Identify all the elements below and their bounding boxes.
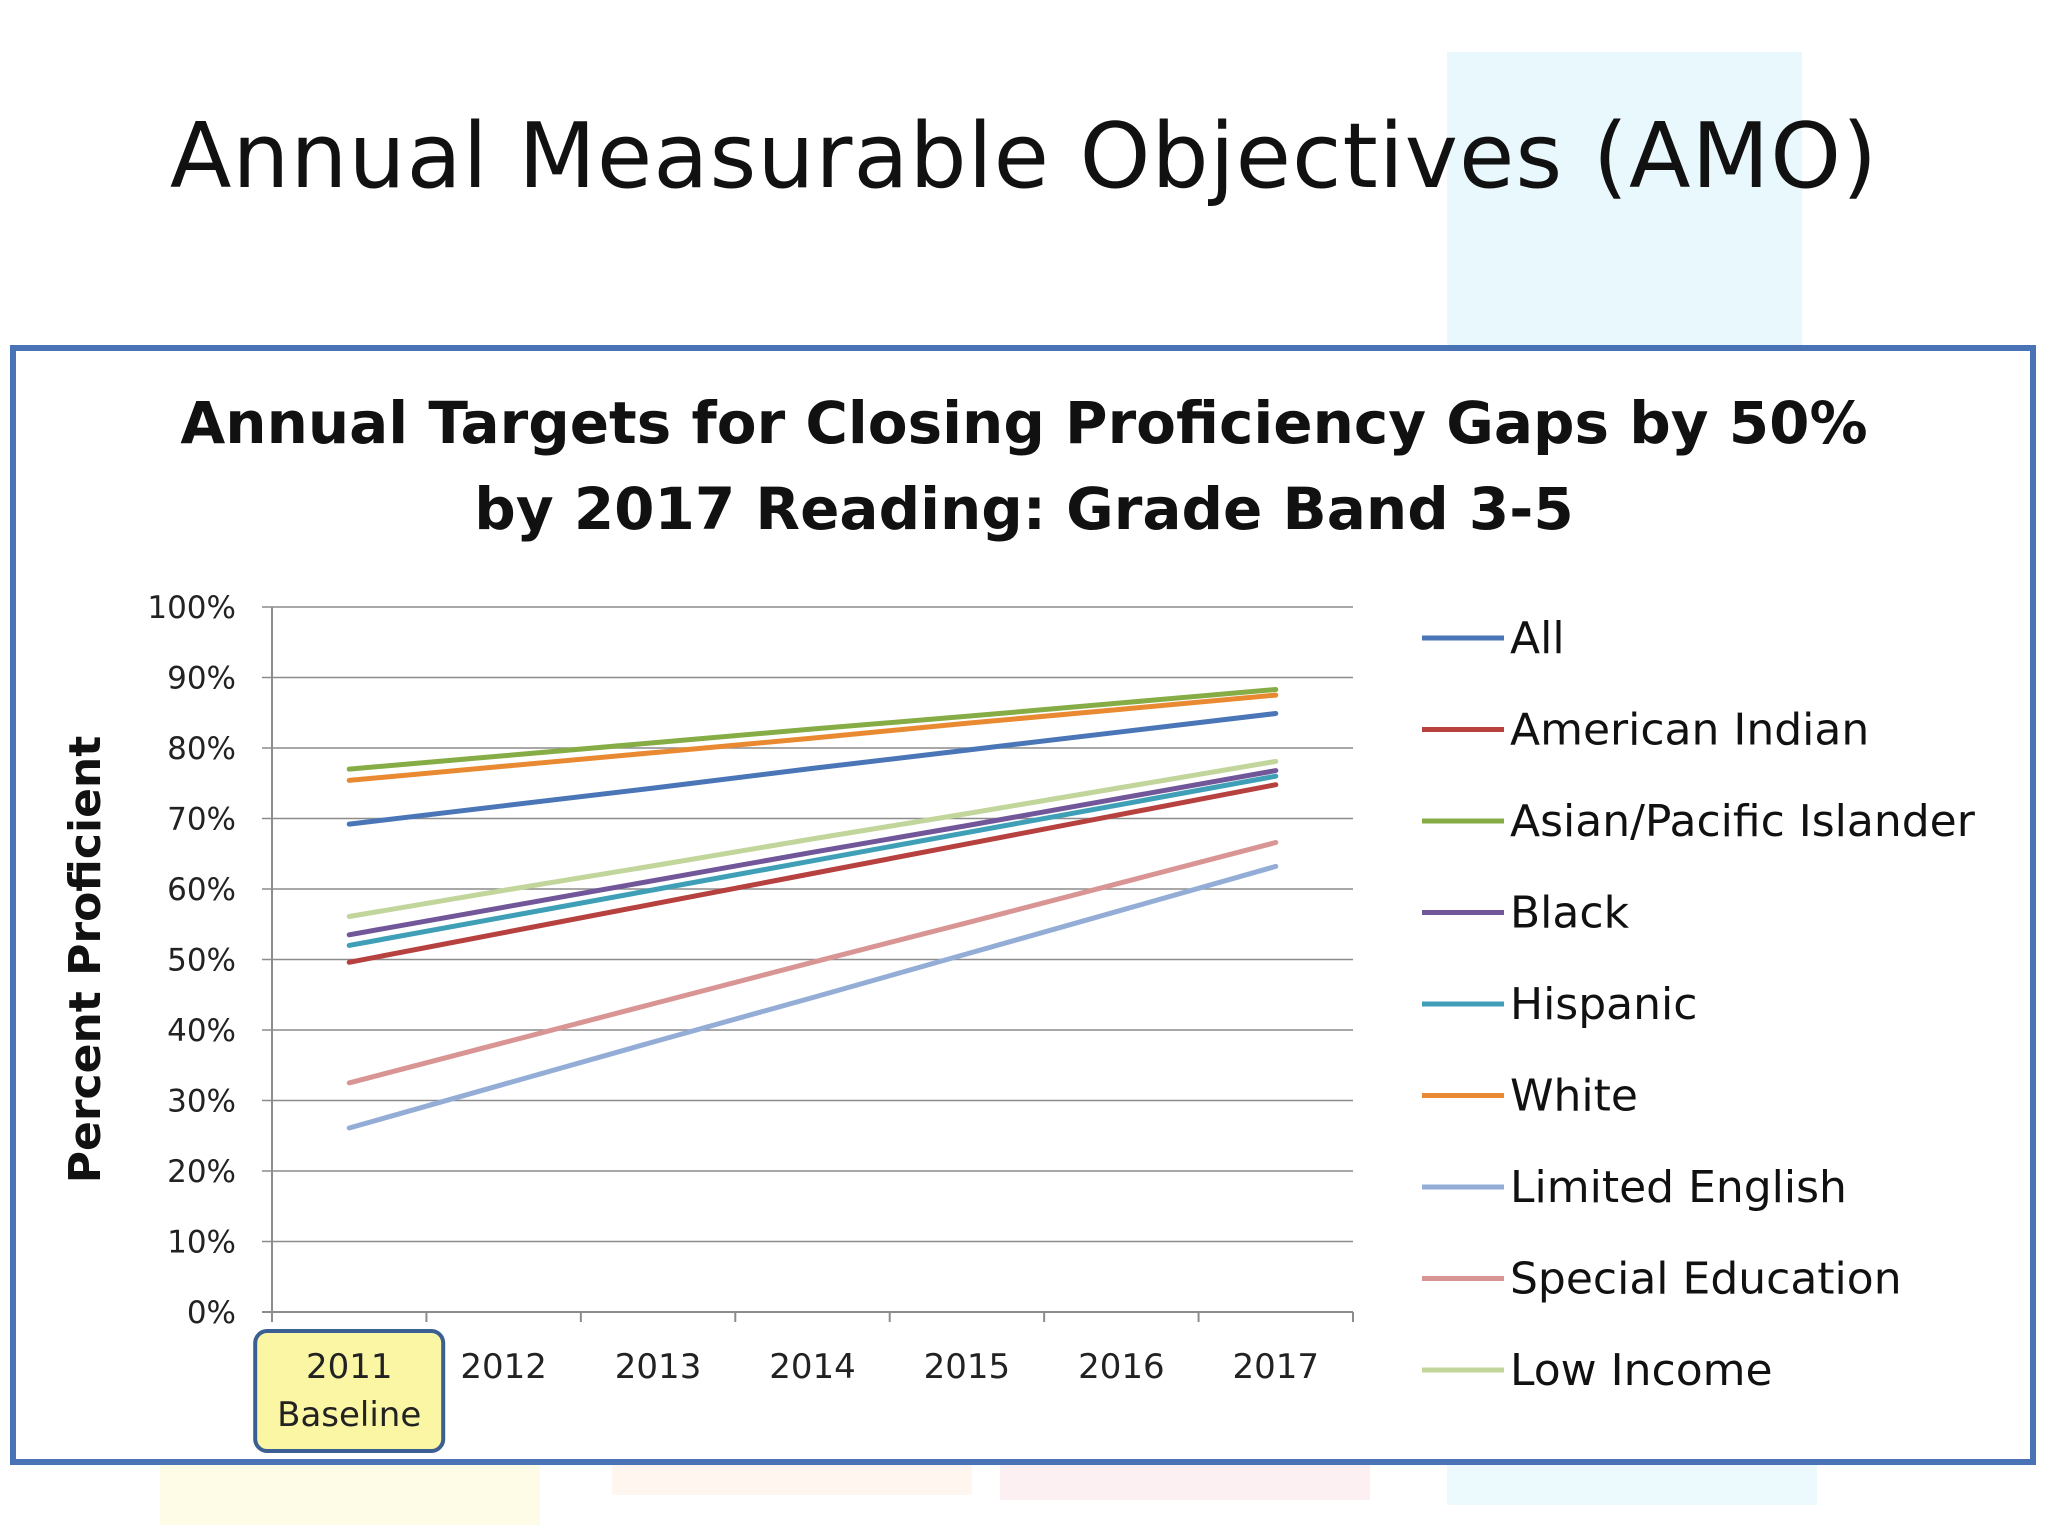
x-tick-label: Baseline — [277, 1395, 421, 1435]
baseline-highlight-box — [253, 1329, 446, 1453]
legend-label: Limited English — [1510, 1162, 1847, 1213]
chart-title-line: by 2017 Reading: Grade Band 3-5 — [474, 475, 1573, 543]
chart-title-line: Annual Targets for Closing Proficiency G… — [180, 389, 1867, 457]
background-note-yellow — [160, 1465, 540, 1525]
series-line-hispanic — [346, 773, 1279, 948]
series-line-low-income — [346, 758, 1279, 919]
y-tick-label: 0% — [187, 1295, 236, 1331]
series-line-american-indian — [346, 782, 1279, 965]
legend-label: White — [1510, 1071, 1638, 1122]
background-note-cyan-bottom — [1447, 1465, 1817, 1505]
background-note-peach — [612, 1465, 972, 1495]
y-tick-label: 100% — [147, 590, 236, 626]
series-line-asian-pacific-islander — [346, 687, 1279, 772]
y-tick-label: 40% — [167, 1013, 236, 1049]
legend-label: Asian/Pacific Islander — [1510, 796, 1976, 847]
x-tick-label: 2014 — [769, 1347, 856, 1387]
slide-title: Annual Measurable Objectives (AMO) — [169, 104, 1879, 209]
legend-label: Special Education — [1510, 1254, 1902, 1305]
x-tick-label: 2015 — [924, 1347, 1011, 1387]
legend-label: American Indian — [1510, 705, 1869, 756]
series-line-white — [346, 692, 1279, 783]
series-line-limited-english — [346, 863, 1279, 1131]
chart-frame: Annual Targets for Closing Proficiency G… — [10, 345, 2036, 1465]
x-tick-label: 2017 — [1233, 1347, 1320, 1387]
legend-label: Black — [1510, 888, 1630, 939]
y-tick-label: 70% — [167, 802, 236, 838]
series-line-special-education — [346, 840, 1279, 1086]
series-line-all — [346, 711, 1279, 827]
y-axis-label: Percent Proficient — [60, 736, 111, 1184]
x-tick-label: 2011 — [306, 1347, 393, 1387]
y-tick-label: 30% — [167, 1084, 236, 1120]
y-tick-label: 50% — [167, 943, 236, 979]
series-line-black — [346, 768, 1279, 938]
y-tick-label: 20% — [167, 1154, 236, 1190]
y-tick-label: 80% — [167, 731, 236, 767]
x-tick-label: 2012 — [460, 1347, 547, 1387]
legend-label: Low Income — [1510, 1345, 1773, 1396]
x-tick-label: 2016 — [1078, 1347, 1165, 1387]
background-note-pink — [1000, 1465, 1370, 1500]
y-tick-label: 60% — [167, 872, 236, 908]
y-tick-label: 90% — [167, 661, 236, 697]
legend-label: Hispanic — [1510, 979, 1697, 1030]
y-tick-label: 10% — [167, 1225, 236, 1261]
line-chart: Annual Targets for Closing Proficiency G… — [60, 389, 1976, 1453]
x-tick-label: 2013 — [615, 1347, 702, 1387]
background-note-cyan — [1447, 52, 1802, 352]
legend-label: All — [1510, 613, 1565, 664]
